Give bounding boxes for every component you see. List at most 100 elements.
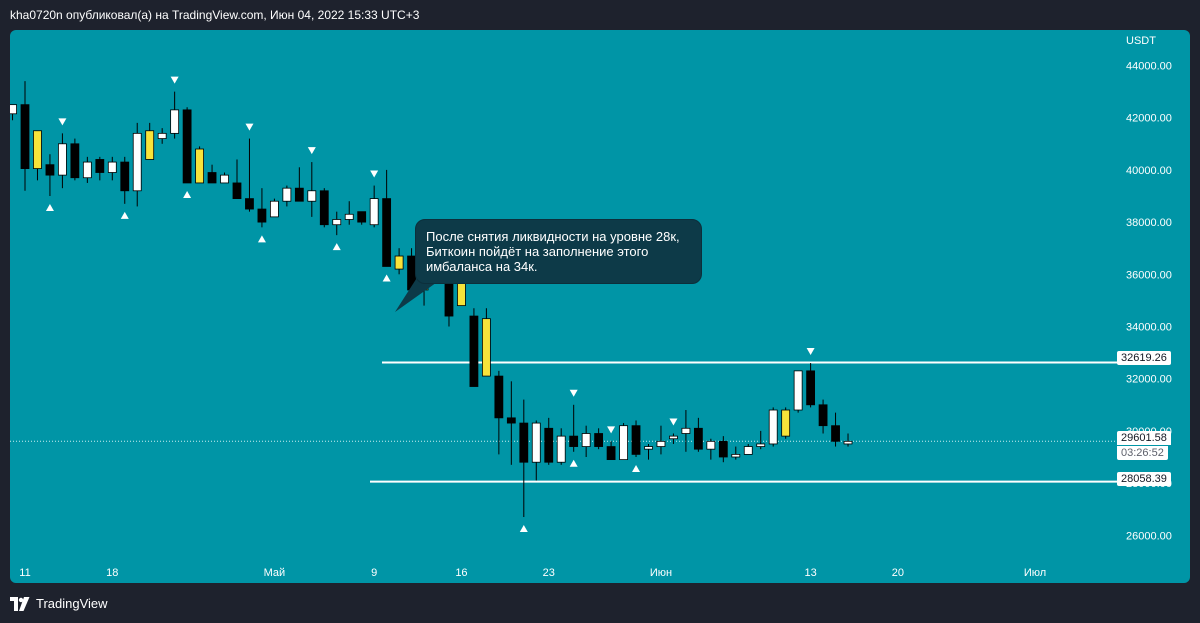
candles [10, 81, 853, 518]
candle-body [718, 440, 728, 458]
candle-countdown-label: 03:26:52 [1117, 446, 1168, 460]
candle [843, 433, 853, 447]
candle [581, 425, 591, 457]
candle [294, 167, 304, 202]
candle-body [519, 422, 529, 463]
candle-body [831, 425, 840, 442]
chart-background [10, 30, 1190, 583]
candle [245, 138, 254, 212]
candle-body [245, 198, 254, 210]
time-axis[interactable]: 11 18 Май 9 16 23 Июн 13 20 Июл [19, 567, 1046, 579]
candle-body [182, 109, 192, 184]
fractal-up-marker [569, 459, 578, 467]
candlestick-chart[interactable]: USDT 44000.00 42000.00 40000.00 38000.00 3600… [10, 30, 1190, 583]
candle [831, 412, 840, 447]
candle [656, 425, 666, 455]
candle-body [693, 427, 703, 450]
candle [344, 201, 354, 225]
candle [232, 159, 242, 200]
x-tick-label: Июл [1024, 567, 1046, 579]
fractal-down-marker [669, 418, 678, 426]
fractal-up-marker [332, 243, 341, 251]
fractal-up-marker [120, 211, 129, 219]
candle [319, 188, 329, 228]
candle-body [45, 164, 55, 176]
candle [257, 188, 267, 228]
candle [693, 417, 703, 452]
candle-body [394, 255, 404, 270]
candle [644, 443, 653, 460]
candle-body [107, 161, 117, 173]
candle-body [344, 213, 354, 220]
candle-body [531, 422, 541, 463]
candle-body [257, 208, 267, 223]
candle [207, 164, 217, 184]
candle [606, 441, 616, 461]
y-tick-label: 26000.00 [1126, 530, 1172, 542]
fractal-markers [45, 76, 815, 533]
candle [793, 370, 803, 413]
candle-body [120, 161, 130, 192]
candle-body [481, 318, 491, 377]
candle [681, 410, 691, 452]
fractal-down-marker [58, 118, 67, 126]
candle [220, 172, 229, 184]
candle [768, 407, 778, 447]
tradingview-logo-icon [10, 596, 30, 611]
candle [706, 438, 716, 460]
fractal-up-marker [632, 465, 641, 472]
candle [282, 185, 292, 207]
fractal-up-marker [45, 204, 54, 211]
footer-brand[interactable]: TradingView [10, 596, 108, 611]
chart-area[interactable]: USDT 44000.00 42000.00 40000.00 38000.00 3600… [10, 30, 1190, 583]
candle-body [743, 446, 753, 455]
fractal-up-marker [519, 525, 528, 533]
candle [781, 407, 791, 439]
footer-brand-text: TradingView [36, 596, 108, 611]
candle [157, 128, 167, 144]
y-tick-label: 36000.00 [1126, 269, 1172, 281]
candle [269, 198, 279, 218]
fractal-up-marker [257, 235, 266, 243]
candle [132, 122, 142, 207]
candle [531, 420, 541, 481]
x-tick-label: 23 [543, 567, 555, 579]
candle [369, 185, 379, 228]
candle-body [70, 143, 80, 179]
x-tick-label: 18 [106, 567, 118, 579]
candle-body [58, 143, 67, 176]
candle [569, 404, 579, 452]
x-tick-label: Июн [650, 567, 672, 579]
candle-body [818, 404, 828, 427]
candle-body [469, 315, 479, 387]
candle [818, 399, 828, 434]
candle [756, 430, 766, 450]
candle [332, 211, 342, 236]
candle-body [606, 446, 616, 461]
candle-body [644, 446, 653, 450]
candle-body [195, 148, 204, 184]
candle-body [581, 433, 591, 447]
x-tick-label: 13 [804, 567, 816, 579]
candle-body [594, 433, 604, 447]
candle-body [619, 425, 628, 461]
annotation-callout[interactable]: После снятия ликвидности на уровне 28к, … [415, 219, 702, 284]
candle-body [681, 427, 691, 434]
candle [182, 107, 192, 184]
candle [307, 162, 317, 217]
candle-body [332, 219, 342, 226]
candle-body [669, 435, 678, 440]
candle [519, 399, 529, 518]
candle [82, 156, 92, 183]
candle [120, 156, 130, 204]
y-tick-label: 42000.00 [1126, 113, 1172, 125]
x-tick-label: Май [264, 567, 286, 579]
candle-body [506, 417, 516, 424]
x-tick-label: 20 [892, 567, 904, 579]
candle [58, 133, 67, 189]
candle [107, 156, 117, 181]
candle [170, 91, 180, 139]
candle [10, 104, 17, 121]
candle-body [756, 443, 766, 447]
candle-body [806, 370, 816, 406]
